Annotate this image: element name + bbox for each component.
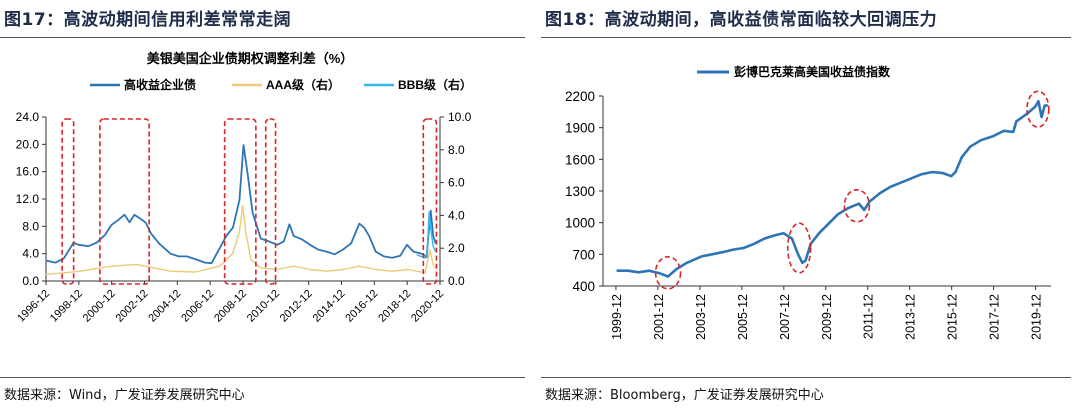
- highlight-ellipse: [843, 188, 871, 223]
- chart-plot-area: [616, 90, 1050, 290]
- x-tick-label: 2013-12: [904, 294, 918, 340]
- figure-18-title: 图18：高波动期间，高收益债常面临较大回调压力: [545, 10, 938, 30]
- x-tick-label: 1999-12: [610, 294, 624, 340]
- data-source: 数据来源：Bloomberg，广发证券发展研究中心: [545, 388, 824, 403]
- x-tick-label: 1998-12: [48, 288, 85, 325]
- x-tick-label: 2001-12: [652, 294, 666, 340]
- x-tick-label: 2009-12: [820, 294, 834, 340]
- y-left-tick-label: 12.0: [16, 192, 40, 206]
- y-tick-label: 1900: [565, 121, 595, 136]
- x-tick-label: 2003-12: [694, 294, 708, 340]
- series-line: [45, 204, 437, 276]
- legend-label: AAA级（右）: [266, 77, 340, 92]
- x-tick-label: 2016-12: [343, 288, 380, 325]
- figure-18-panel: 图18：高波动期间，高收益债常面临较大回调压力 彭博巴克莱高美国收益债指数 40…: [541, 0, 1071, 420]
- legend-label: 彭博巴克莱高美国收益债指数: [734, 64, 891, 79]
- x-tick-label: 2012-12: [278, 288, 315, 325]
- chart-plot-area: [45, 118, 438, 285]
- y-tick-label: 1000: [565, 216, 595, 231]
- bottom-rule: [0, 377, 525, 378]
- chart-legend: 彭博巴克莱高美国收益债指数: [697, 64, 891, 79]
- y-right-tick-label: 10.0: [448, 110, 472, 124]
- chart-axes: 0.0 4.0 8.0 12.0 16.0 20.0 24.0 0.0 2.0 4.0 6.0 8.0…: [15, 110, 472, 325]
- y-tick-label: 1300: [565, 184, 595, 199]
- y-tick-label: 1600: [565, 152, 595, 167]
- x-tick-label: 2018-12: [376, 288, 413, 325]
- x-tick-label: 2010-12: [245, 288, 282, 325]
- highlight-box: [422, 118, 438, 285]
- x-tick-label: 2005-12: [736, 294, 750, 340]
- y-right-tick-label: 6.0: [448, 176, 465, 190]
- x-tick-label: 2004-12: [146, 288, 183, 325]
- x-tick-label: 2020-12: [409, 288, 446, 325]
- top-rule: [541, 37, 1071, 38]
- high-yield-index-chart: 彭博巴克莱高美国收益债指数 400 700 1000 1300 1600 1900 2200…: [565, 64, 1051, 340]
- y-tick-label: 400: [572, 279, 595, 294]
- y-left-tick-label: 8.0: [22, 219, 39, 233]
- y-tick-label: 700: [572, 247, 595, 262]
- highlight-ellipse: [786, 222, 812, 274]
- y-left-tick-label: 4.0: [22, 247, 39, 261]
- figure-17-title: 图17：高波动期间信用利差常常走阔: [4, 10, 292, 30]
- chart-axes: 400 700 1000 1300 1600 1900 2200 1999-12 2001-12…: [565, 89, 1051, 340]
- highlight-ellipse: [1026, 90, 1050, 128]
- x-tick-label: 2002-12: [114, 288, 151, 325]
- y-right-tick-label: 8.0: [448, 143, 465, 157]
- x-tick-label: 2006-12: [179, 288, 216, 325]
- credit-spread-chart: 美银美国企业债期权调整利差（%） 高收益企业债 AAA级（右） BBB级（右） 0.…: [15, 51, 472, 325]
- bottom-rule: [541, 377, 1071, 378]
- y-left-tick-label: 16.0: [16, 165, 40, 179]
- x-tick-label: 2008-12: [212, 288, 249, 325]
- top-rule: [0, 37, 525, 38]
- y-right-tick-label: 2.0: [448, 241, 465, 255]
- x-tick-label: 2011-12: [862, 294, 876, 339]
- series-line: [416, 211, 437, 259]
- highlight-box: [264, 118, 277, 285]
- data-source: 数据来源：Wind，广发证券发展研究中心: [4, 388, 245, 403]
- x-tick-label: 2014-12: [311, 288, 348, 325]
- x-tick-label: 2000-12: [81, 288, 118, 325]
- chart-title: 美银美国企业债期权调整利差（%）: [147, 51, 354, 66]
- y-left-tick-label: 20.0: [16, 137, 40, 151]
- y-tick-label: 2200: [565, 89, 595, 104]
- y-left-tick-label: 0.0: [22, 274, 39, 288]
- x-tick-label: 2007-12: [778, 294, 792, 340]
- highlight-box: [61, 118, 75, 285]
- chart-legend: 高收益企业债 AAA级（右） BBB级（右）: [90, 77, 472, 92]
- legend-label: 高收益企业债: [124, 77, 196, 92]
- x-tick-label: 2015-12: [946, 294, 960, 340]
- y-left-tick-label: 24.0: [16, 110, 40, 124]
- y-right-tick-label: 4.0: [448, 208, 465, 222]
- highlight-box: [99, 118, 150, 285]
- highlight-ellipse: [654, 256, 682, 290]
- x-tick-label: 2019-12: [1030, 294, 1044, 340]
- series-line: [45, 144, 437, 265]
- x-tick-label: 1996-12: [15, 288, 52, 325]
- series-line: [616, 99, 1048, 278]
- legend-label: BBB级（右）: [398, 77, 472, 92]
- y-right-tick-label: 0.0: [448, 274, 465, 288]
- highlight-box: [223, 118, 257, 285]
- x-tick-label: 2017-12: [988, 294, 1002, 340]
- figure-17-panel: 图17：高波动期间信用利差常常走阔 美银美国企业债期权调整利差（%） 高收益企业…: [0, 0, 525, 420]
